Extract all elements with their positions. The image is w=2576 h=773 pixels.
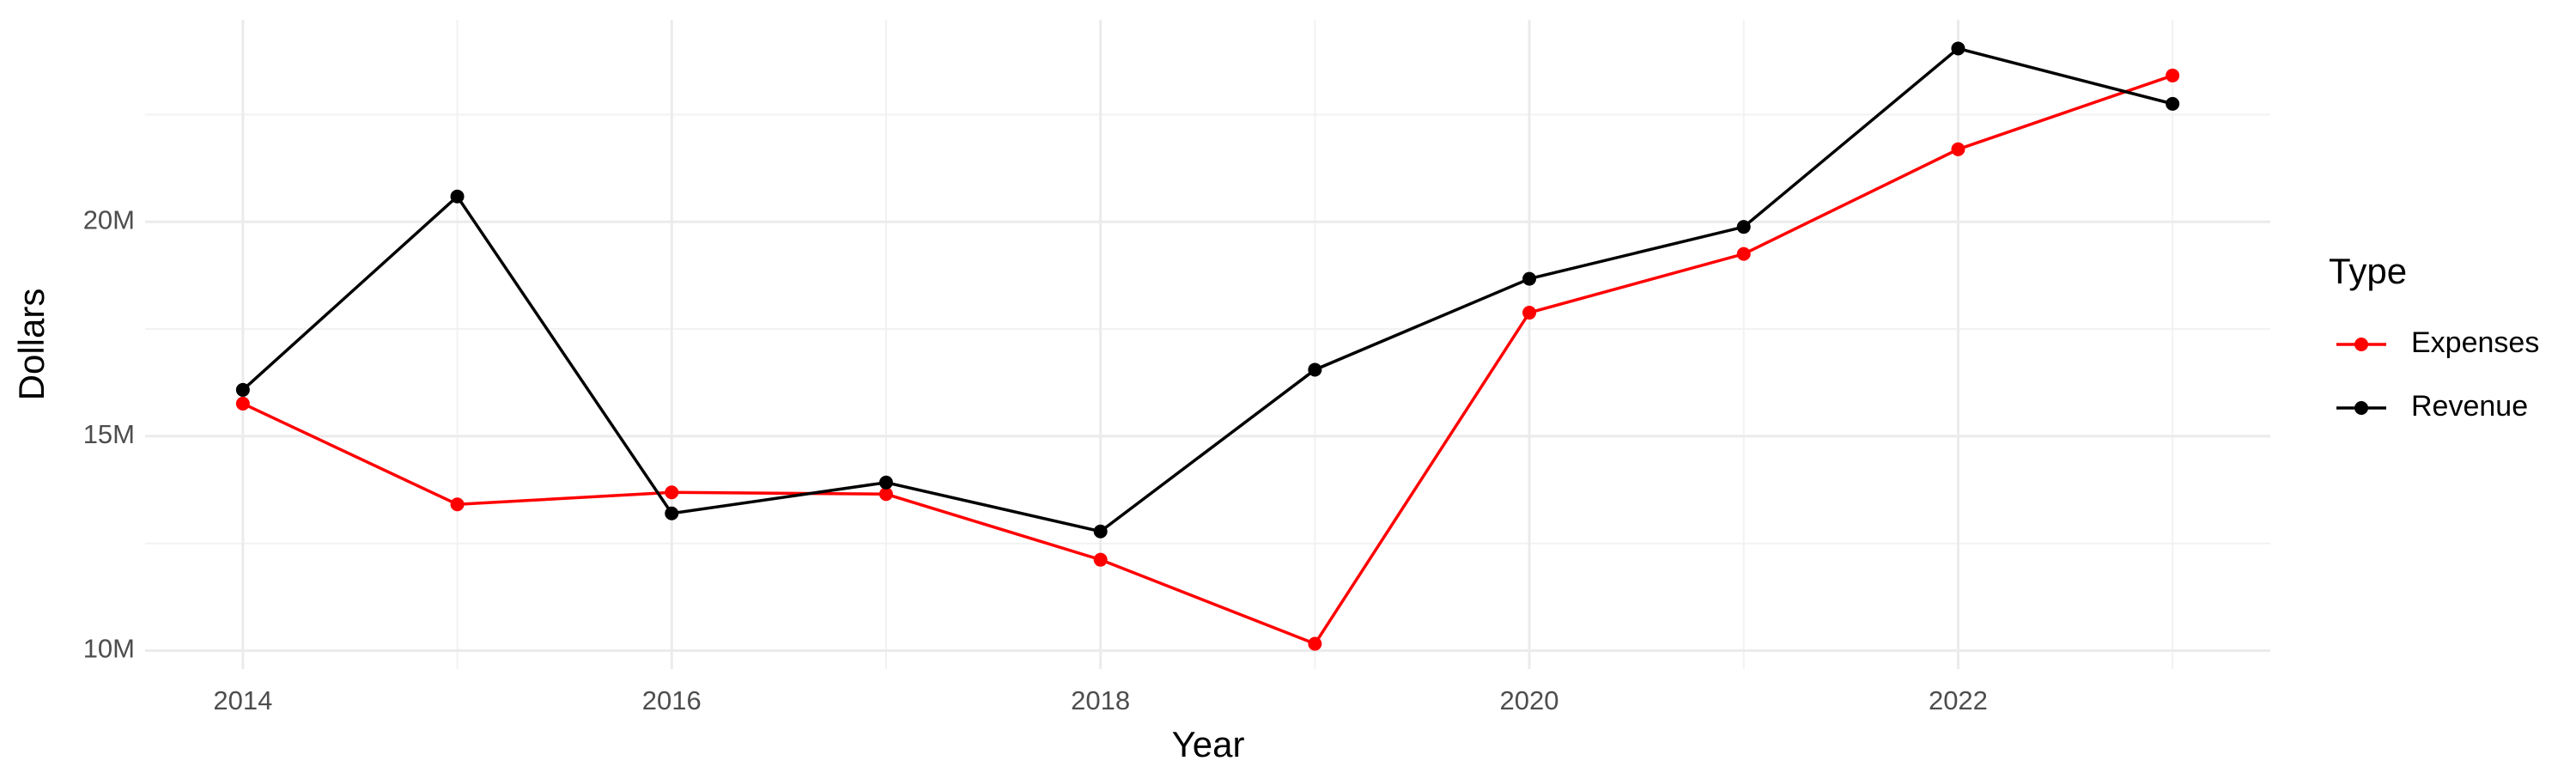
data-point: [1736, 220, 1751, 234]
y-tick-label: 20M: [83, 204, 135, 234]
y-tick-label: 10M: [83, 634, 135, 664]
data-point: [665, 506, 679, 520]
y-tick-label: 15M: [83, 419, 135, 449]
data-point: [1951, 142, 1965, 156]
series-line: [242, 74, 2173, 646]
data-point: [1308, 636, 1322, 651]
data-point: [450, 189, 465, 204]
data-point: [1093, 524, 1108, 539]
x-tick-label: 2020: [1500, 685, 1559, 715]
data-point: [2166, 96, 2180, 111]
data-point: [235, 396, 250, 411]
legend-point: [2354, 338, 2368, 351]
x-axis-title: Year: [1172, 724, 1245, 764]
series-line: [241, 46, 2173, 533]
x-tick-label: 2014: [213, 685, 272, 715]
data-point: [665, 485, 679, 500]
x-tick-label: 2018: [1071, 685, 1130, 715]
data-point: [1308, 362, 1322, 377]
data-point: [450, 497, 465, 512]
data-point: [1736, 247, 1751, 261]
x-tick-label: 2016: [642, 685, 702, 715]
data-point: [878, 487, 893, 502]
legend-title: Type: [2329, 251, 2407, 291]
data-point: [878, 475, 893, 490]
data-point: [1522, 306, 1537, 320]
data-point: [1951, 41, 1965, 56]
data-point: [2166, 68, 2180, 82]
legend-label: Expenses: [2411, 326, 2539, 359]
legend-label: Revenue: [2411, 390, 2528, 423]
data-point: [1522, 271, 1537, 286]
legend-point: [2354, 401, 2368, 415]
data-point: [1093, 552, 1108, 567]
y-axis-title: Dollars: [11, 289, 52, 401]
data-point: [235, 382, 250, 397]
x-tick-label: 2022: [1929, 685, 1988, 715]
